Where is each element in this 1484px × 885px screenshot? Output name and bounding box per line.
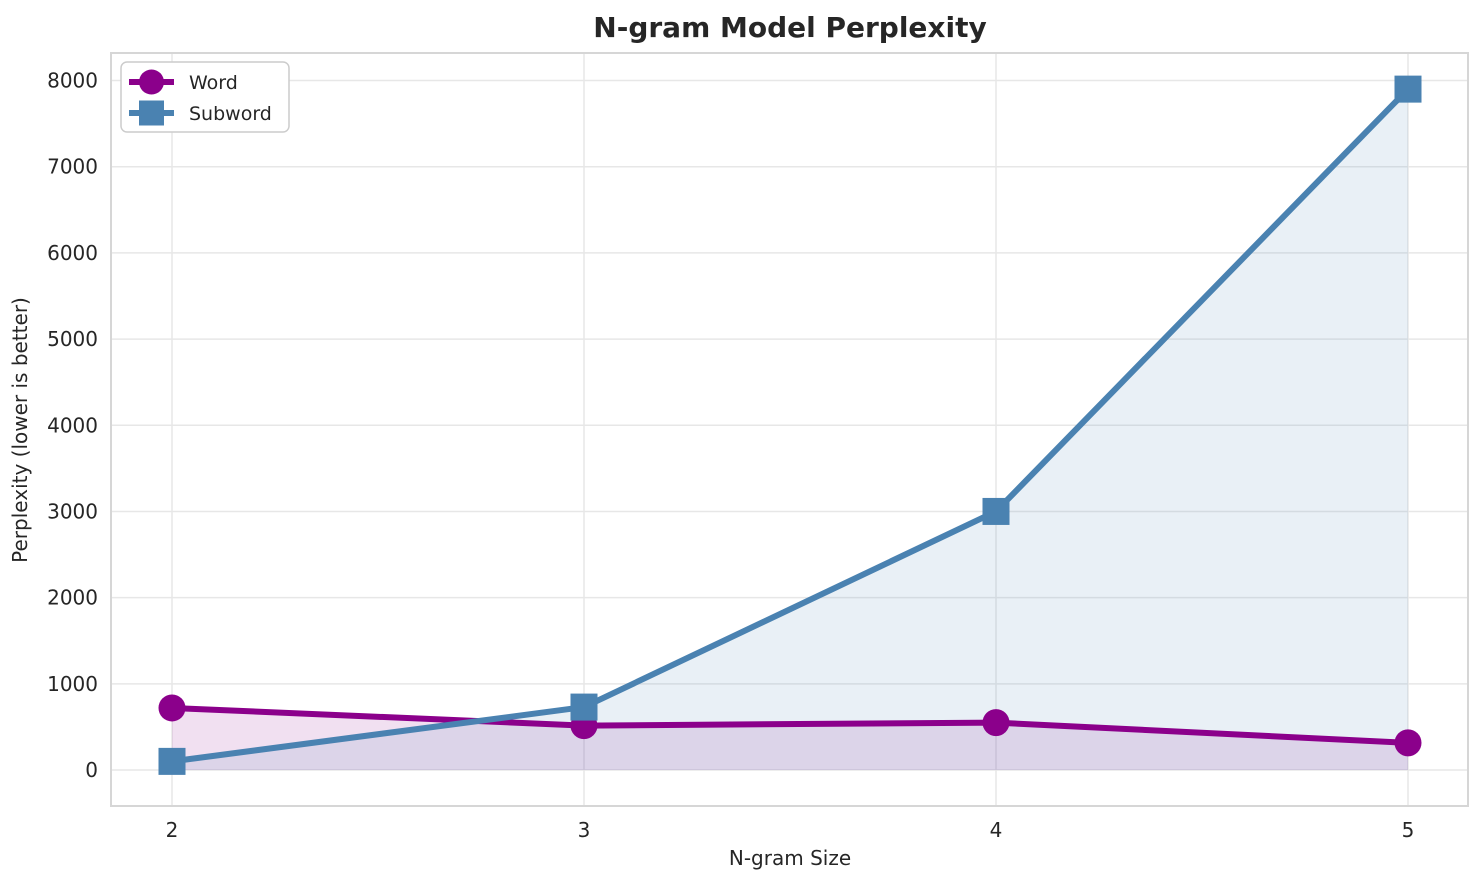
legend: Word Subword: [120, 61, 290, 133]
legend-label: Word: [189, 72, 238, 94]
data-point-square: [570, 693, 598, 721]
legend-item-subword: Subword: [129, 100, 272, 126]
legend-label: Subword: [189, 103, 272, 125]
gridlines: [111, 53, 1468, 806]
chart-title: N-gram Model Perplexity: [593, 11, 986, 44]
data-point-circle: [982, 709, 1010, 737]
series-lines: [169, 86, 1411, 765]
y-tick-label: 7000: [47, 155, 98, 179]
line-word: [169, 704, 1411, 746]
data-point-square: [1394, 75, 1422, 103]
legend-circle-marker-icon: [139, 69, 164, 95]
data-point-circle: [158, 694, 186, 722]
x-tick-label: 2: [166, 818, 179, 842]
x-axis-tick-labels: 2 3 4 5: [166, 818, 1415, 842]
y-tick-label: 3000: [47, 499, 98, 523]
plot-area: [111, 53, 1468, 806]
legend-item-word: Word: [129, 69, 238, 95]
data-point-square: [158, 747, 186, 775]
series-markers: [158, 75, 1422, 775]
x-tick-label: 3: [578, 818, 591, 842]
y-tick-label: 4000: [47, 413, 98, 437]
y-tick-label: 1000: [47, 672, 98, 696]
y-tick-label: 8000: [47, 69, 98, 93]
y-tick-label: 0: [85, 758, 98, 782]
x-axis-label: N-gram Size: [729, 846, 851, 870]
y-tick-label: 6000: [47, 241, 98, 265]
legend-square-marker-icon: [139, 100, 164, 126]
y-axis-tick-labels: 0 1000 2000 3000 4000 5000 6000 7000 8000: [47, 69, 98, 783]
y-tick-label: 5000: [47, 327, 98, 351]
fill-area-subword: [172, 89, 1408, 770]
x-tick-label: 4: [990, 818, 1003, 842]
markers-subword: [158, 75, 1422, 775]
y-axis-label: Perplexity (lower is better): [8, 297, 32, 563]
axes-spines: [110, 52, 1469, 807]
data-point-square: [982, 497, 1010, 525]
y-tick-label: 2000: [47, 586, 98, 610]
x-tick-label: 5: [1402, 818, 1415, 842]
line-subword: [169, 86, 1411, 765]
data-point-circle: [1394, 729, 1422, 757]
